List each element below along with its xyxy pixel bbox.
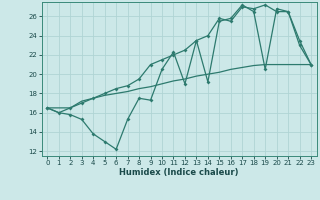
X-axis label: Humidex (Indice chaleur): Humidex (Indice chaleur) — [119, 168, 239, 177]
